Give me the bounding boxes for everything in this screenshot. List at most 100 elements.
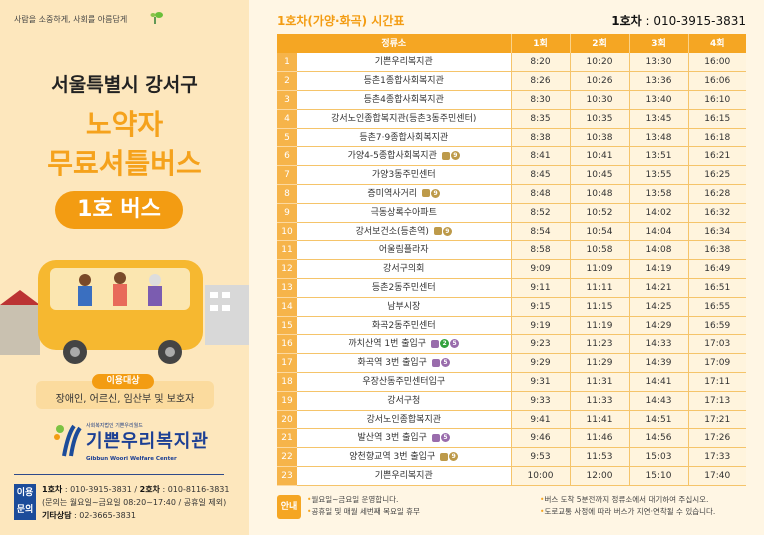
stop-cell: 가양4-5종합사회복지관 9 [297,146,511,167]
departure-time: 16:10 [687,90,746,110]
departure-time: 17:33 [687,447,746,468]
stop-number: 9 [277,203,297,223]
departure-time: 14:33 [628,334,688,355]
table-row: 8 증미역사거리 9 8:48 10:48 13:58 16:28 [277,184,746,204]
table-header: 정류소 1회 2회 3회 4회 [277,34,746,53]
bus2-label: 2호차 [139,485,160,494]
departure-time: 15:10 [628,466,688,486]
departure-time: 14:41 [628,372,688,392]
table-row: 14 남부시장 9:15 11:15 14:25 16:55 [277,297,746,317]
departure-time: 13:58 [628,184,688,204]
stop-cell: 양천향교역 3번 출입구 9 [297,447,511,468]
departure-time: 8:52 [510,203,570,223]
stop-cell: 화곡2동주민센터 [297,316,511,336]
header-run-4: 4회 [688,34,746,53]
stop-cell: 극동상록수아파트 [297,203,511,223]
bus1-phone: : 010-3915-3831 / [62,485,140,494]
departure-time: 16:59 [687,316,746,336]
departure-time: 14:39 [628,353,688,374]
subway-line-badge: 2 [440,339,450,349]
departure-time: 14:29 [628,316,688,336]
table-row: 12 강서구의회 9:09 11:09 14:19 16:49 [277,259,746,280]
stop-number: 19 [277,391,297,411]
table-row: 11 어울림플라자 8:58 10:58 14:08 16:38 [277,240,746,261]
departure-time: 8:58 [510,240,570,261]
stop-cell: 등촌1종합사회복지관 [297,71,511,92]
departure-time: 16:49 [687,259,746,280]
departure-time: 16:55 [687,297,746,317]
bus-illustration [0,260,249,364]
departure-time: 13:40 [628,90,688,110]
departure-time: 8:35 [510,109,570,129]
table-row: 18 우장산동주민센터입구 9:31 11:31 14:41 17:11 [277,372,746,392]
table-row: 10 강서보건소(등촌역) 9 8:54 10:54 14:04 16:34 [277,222,746,242]
stop-name: 강서구청 [387,395,421,406]
timetable-title: 1호차(가양·화곡) 시간표 [277,14,405,28]
subway-line-badge: 9 [431,188,441,198]
notice-text: 월요일~금요일 운영합니다. [311,495,399,504]
other-phone: : 02-3665-3831 [71,511,136,520]
stop-name: 등촌7·9종합사회복지관 [359,132,449,143]
departure-time: 10:20 [569,53,629,73]
stop-cell: 강서노인종합복지관 [297,410,511,430]
departure-time: 10:45 [569,165,629,186]
bus1-label: 1호차 [42,485,63,494]
header-run-1: 1회 [511,34,571,53]
departure-time: 17:03 [687,334,746,355]
stop-number: 1 [277,53,297,73]
departure-time: 9:46 [510,428,570,449]
departure-time: 11:53 [569,447,629,468]
departure-time: 10:35 [569,109,629,129]
subway-line-badge: 5 [450,339,460,349]
departure-time: 11:15 [569,297,629,317]
table-row: 16 까치산역 1번 출입구 2 5 9:23 11:23 14:33 17:03 [277,334,746,355]
target-text: 장애인, 어르신, 임산부 및 보호자 [55,394,195,405]
stop-number: 18 [277,372,297,392]
stop-cell: 우장산동주민센터입구 [297,372,511,392]
departure-time: 14:21 [628,278,688,298]
subway-line-badge: 5 [440,358,450,368]
departure-time: 17:09 [687,353,746,374]
departure-time: 14:02 [628,203,688,223]
stop-number: 15 [277,316,297,336]
departure-time: 17:11 [687,372,746,392]
stop-number: 3 [277,90,297,110]
departure-time: 11:11 [569,278,629,298]
stop-cell: 강서보건소(등촌역) 9 [297,222,511,242]
stop-name: 증미역사거리 [367,188,418,199]
stop-name: 기쁜우리복지관 [374,470,433,481]
subway-line-badge: 9 [449,452,459,462]
subway-icon [431,358,440,367]
header-stop: 정류소 [277,34,512,53]
logo-name: 기쁜우리복지관 [86,431,209,452]
subway-line-badge: 5 [440,433,450,443]
stop-name: 우장산동주민센터입구 [362,376,446,387]
table-row: 6 가양4-5종합사회복지관 9 8:41 10:41 13:51 16:21 [277,146,746,167]
departure-time: 11:09 [569,259,629,280]
notice-item: •공휴일 및 매월 세번째 목요일 휴무 [307,507,420,516]
main-title-line1: 노약자 [85,108,164,141]
notice-text: 공휴일 및 매월 세번째 목요일 휴무 [311,507,420,516]
other-label: 기타상담 [42,511,72,520]
departure-time: 8:45 [510,165,570,186]
departure-time: 10:52 [569,203,629,223]
departure-time: 16:51 [687,278,746,298]
logo-mark-icon [54,424,82,457]
departure-time: 17:21 [687,410,746,430]
departure-time: 16:18 [687,128,746,148]
slogan: 사람을 소중하게, 사회를 아름답게 [14,15,128,24]
departure-time: 16:34 [687,222,746,242]
notice-text: 버스 도착 5분전까지 정류소에서 대기하여 주십시오. [544,495,709,504]
stop-cell: 등촌2동주민센터 [297,278,511,298]
departure-time: 16:28 [687,184,746,204]
notice-right: •버스 도착 5분전까지 정류소에서 대기하여 주십시오. •도로교통 사정에 … [540,494,715,518]
departure-time: 9:33 [510,391,570,411]
stop-number: 17 [277,353,297,374]
departure-time: 10:54 [569,222,629,242]
stop-name: 기쁜우리복지관 [374,57,433,68]
phone-number: : 010-3915-3831 [641,14,746,28]
stop-cell: 증미역사거리 9 [297,184,511,204]
departure-time: 14:04 [628,222,688,242]
departure-time: 17:26 [687,428,746,449]
departure-time: 14:19 [628,259,688,280]
